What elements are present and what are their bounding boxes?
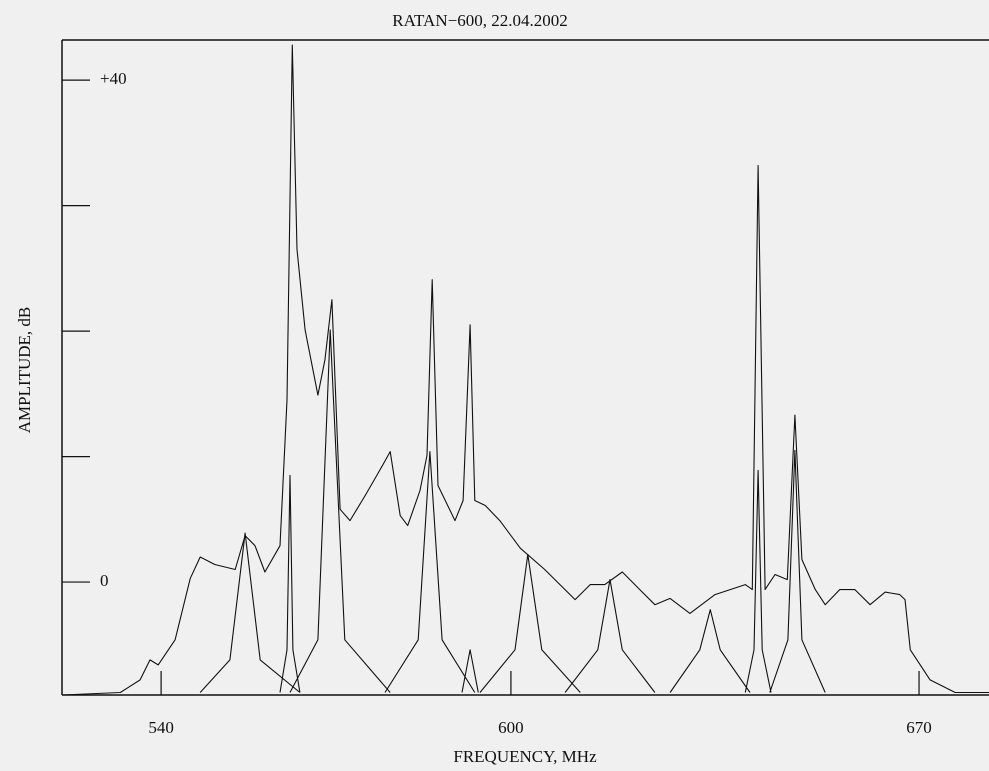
spectrum-line bbox=[199, 329, 826, 693]
x-tick-label: 600 bbox=[498, 718, 524, 737]
y-tick-label: 0 bbox=[100, 571, 109, 590]
x-tick-label: 670 bbox=[906, 718, 932, 737]
x-axis-label: FREQUENCY, MHz bbox=[453, 747, 597, 766]
y-tick-label: +40 bbox=[100, 69, 127, 88]
chart-title: RATAN−600, 22.04.2002 bbox=[392, 11, 567, 30]
x-tick-label: 540 bbox=[148, 718, 174, 737]
spectrum-line bbox=[61, 44, 989, 696]
y-axis-label: AMPLITUDE, dB bbox=[15, 307, 34, 434]
